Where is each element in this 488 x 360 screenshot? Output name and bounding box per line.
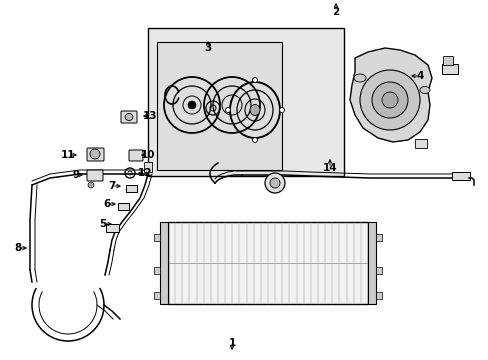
Bar (106, 224, 119, 232)
Bar (367, 222, 375, 304)
Bar (157, 42, 282, 170)
Text: 13: 13 (142, 111, 157, 121)
Bar (375, 234, 381, 241)
Circle shape (88, 182, 94, 188)
Circle shape (264, 173, 285, 193)
Text: 5: 5 (99, 219, 106, 229)
Ellipse shape (125, 113, 133, 121)
Ellipse shape (249, 104, 260, 116)
Text: 10: 10 (141, 150, 155, 160)
Circle shape (90, 149, 100, 159)
Text: 3: 3 (204, 43, 211, 53)
Bar (154, 292, 160, 299)
Circle shape (371, 82, 407, 118)
Circle shape (252, 77, 257, 82)
Bar (126, 185, 137, 192)
Bar (118, 203, 129, 210)
Text: 6: 6 (103, 199, 110, 209)
Bar (441, 64, 457, 74)
Bar (148, 28, 343, 176)
Bar (168, 222, 367, 304)
Circle shape (269, 178, 280, 188)
Text: 12: 12 (138, 168, 152, 178)
FancyBboxPatch shape (121, 111, 137, 123)
Circle shape (252, 138, 257, 143)
Circle shape (381, 92, 397, 108)
FancyBboxPatch shape (129, 150, 142, 161)
Ellipse shape (419, 86, 429, 94)
Text: 7: 7 (108, 181, 116, 191)
Polygon shape (349, 48, 431, 142)
Ellipse shape (353, 74, 365, 82)
Bar (451, 172, 469, 180)
Bar (154, 267, 160, 274)
Text: 2: 2 (332, 7, 339, 17)
Text: 1: 1 (228, 338, 235, 348)
Circle shape (359, 70, 419, 130)
FancyBboxPatch shape (87, 170, 103, 181)
Bar (442, 56, 452, 65)
Bar (160, 222, 168, 304)
Bar (375, 267, 381, 274)
Text: 4: 4 (415, 71, 423, 81)
Bar (154, 234, 160, 241)
Text: 11: 11 (61, 150, 75, 160)
Text: 14: 14 (322, 163, 337, 173)
FancyBboxPatch shape (87, 148, 104, 161)
Circle shape (225, 108, 230, 112)
Circle shape (187, 101, 196, 109)
Text: 8: 8 (14, 243, 21, 253)
Bar (414, 139, 426, 148)
Text: 9: 9 (72, 170, 80, 180)
Bar (143, 162, 152, 172)
Circle shape (279, 108, 284, 112)
Bar (375, 292, 381, 299)
